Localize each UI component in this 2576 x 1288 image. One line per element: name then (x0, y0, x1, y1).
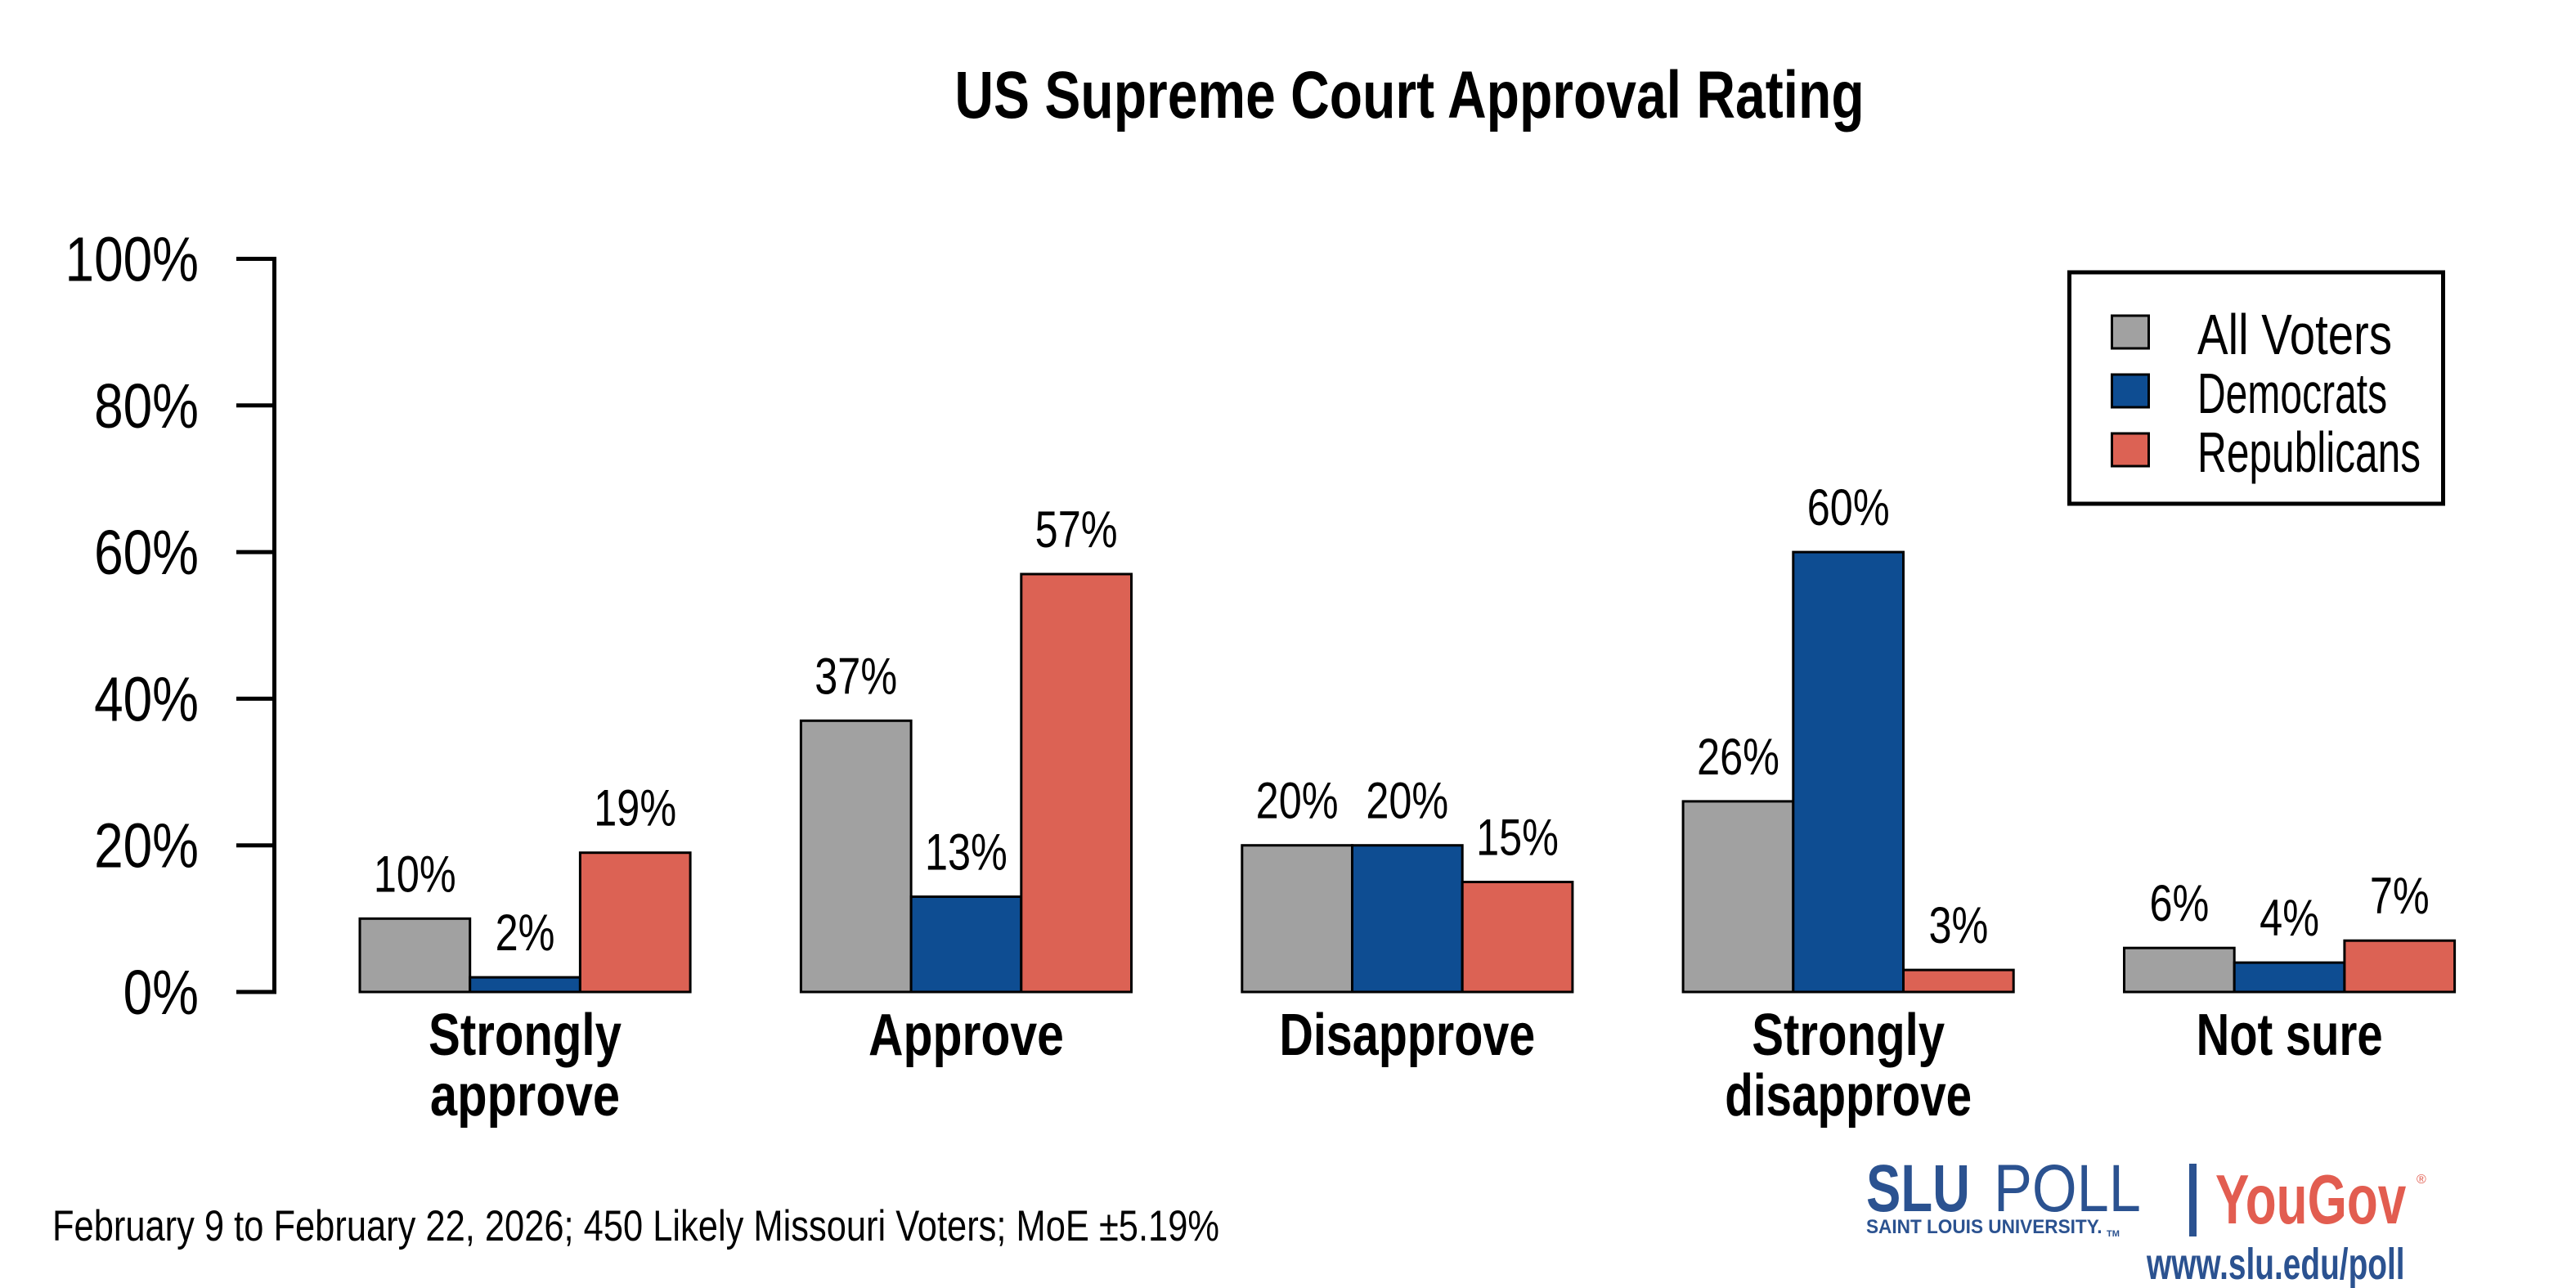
svg-text:Strongly: Strongly (429, 1002, 622, 1067)
svg-text:100%: 100% (65, 224, 199, 294)
svg-text:37%: 37% (815, 648, 897, 706)
svg-text:disapprove: disapprove (1725, 1061, 1972, 1128)
svg-text:Not sure: Not sure (2197, 1002, 2383, 1067)
svg-text:Republicans: Republicans (2197, 420, 2421, 484)
svg-text:Strongly: Strongly (1752, 1002, 1945, 1067)
svg-text:®: ® (2417, 1173, 2426, 1187)
svg-text:19%: 19% (594, 779, 676, 837)
svg-text:YouGov: YouGov (2215, 1160, 2407, 1238)
svg-text:Democrats: Democrats (2197, 361, 2387, 425)
svg-text:6%: 6% (2149, 875, 2209, 933)
svg-text:POLL: POLL (1994, 1151, 2141, 1226)
svg-text:www.slu.edu/poll: www.slu.edu/poll (2146, 1239, 2404, 1288)
svg-text:SLU: SLU (1866, 1151, 1970, 1226)
svg-text:57%: 57% (1035, 501, 1118, 559)
svg-text:Disapprove: Disapprove (1279, 1002, 1535, 1068)
svg-text:2%: 2% (496, 904, 555, 963)
svg-text:February 9 to February 22, 202: February 9 to February 22, 2026; 450 Lik… (52, 1202, 1219, 1250)
svg-text:Approve: Approve (868, 1001, 1064, 1067)
svg-text:approve: approve (430, 1063, 620, 1129)
svg-text:20%: 20% (94, 810, 199, 881)
svg-text:26%: 26% (1697, 729, 1779, 787)
svg-text:15%: 15% (1476, 809, 1559, 867)
svg-text:40%: 40% (94, 664, 199, 734)
svg-text:80%: 80% (94, 370, 199, 441)
svg-text:All Voters: All Voters (2197, 303, 2392, 366)
svg-text:SAINT LOUIS UNIVERSITY.: SAINT LOUIS UNIVERSITY. (1866, 1215, 2103, 1237)
svg-text:60%: 60% (1807, 479, 1890, 537)
svg-text:20%: 20% (1366, 772, 1448, 830)
svg-text:60%: 60% (94, 517, 199, 587)
svg-text:3%: 3% (1928, 897, 1988, 955)
svg-text:7%: 7% (2370, 868, 2430, 926)
svg-text:10%: 10% (374, 846, 456, 904)
svg-text:20%: 20% (1256, 772, 1339, 830)
svg-text:TM: TM (2107, 1229, 2120, 1239)
svg-text:13%: 13% (925, 824, 1008, 882)
svg-text:0%: 0% (123, 957, 199, 1027)
svg-text:US Supreme Court Approval Rati: US Supreme Court Approval Rating (954, 57, 1864, 132)
svg-text:4%: 4% (2260, 890, 2319, 948)
